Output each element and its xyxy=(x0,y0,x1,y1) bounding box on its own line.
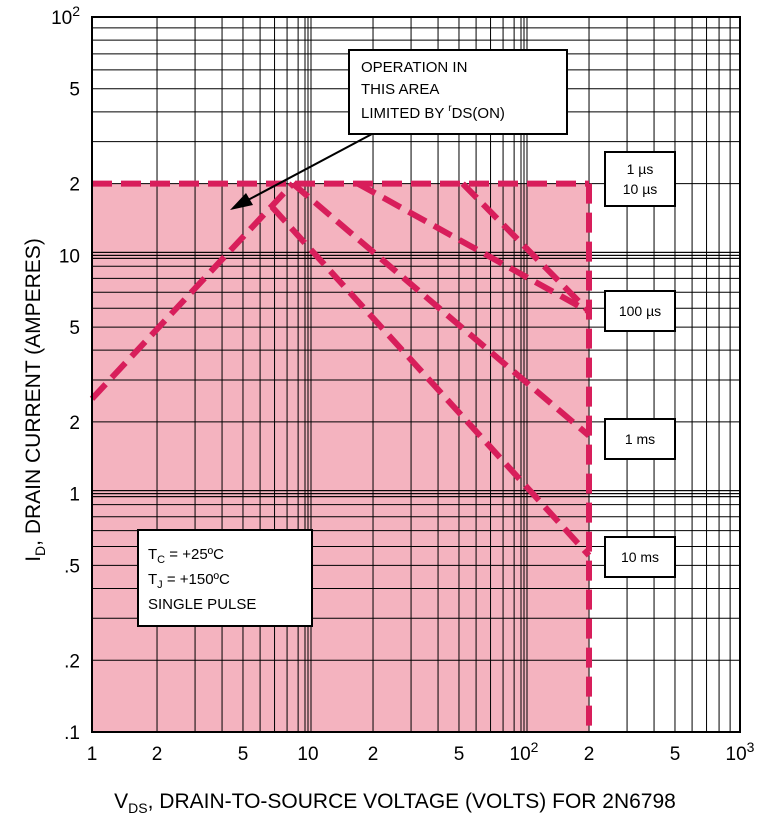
curve-label-1: 1 µs 10 µs xyxy=(604,151,676,207)
x-tick-label: 2 xyxy=(584,744,595,765)
series-layer xyxy=(89,180,592,732)
x-tick-label: 1 xyxy=(87,744,98,765)
y-tick-label: 2 xyxy=(69,175,80,196)
rds-on-note-line1: OPERATION IN xyxy=(361,59,467,76)
curve-label-layer: 1 µs 10 µs 100 µs 1 ms 10 ms xyxy=(604,151,676,578)
x-tick-label: 10 xyxy=(297,744,318,765)
x-tick-label: 5 xyxy=(670,744,681,765)
soa-boundary-line-6 xyxy=(356,180,591,315)
conditions-box: TC = +25ºC TJ = +150ºC SINGLE PULSE xyxy=(137,529,313,627)
y-tick-label: 10 xyxy=(59,246,80,267)
y-tick-label: .1 xyxy=(64,723,80,744)
curve-label-box xyxy=(604,151,676,207)
curve-label-4: 10 ms xyxy=(604,536,676,578)
curve-label-box xyxy=(604,536,676,578)
curve-label-text: 1 µs xyxy=(627,161,654,177)
soa-region xyxy=(92,183,590,733)
x-tick-label: 2 xyxy=(368,744,379,765)
rds-on-note-line2: THIS AREA xyxy=(361,81,439,98)
soa-boundary-line-7 xyxy=(460,181,592,314)
x-tick-label: 5 xyxy=(454,744,465,765)
rds-on-arrow xyxy=(230,133,373,210)
y-tick-label: .5 xyxy=(64,556,80,577)
y-tick-label: 102 xyxy=(51,3,80,29)
curve-label-text: 100 µs xyxy=(619,303,661,319)
x-tick-label: 2 xyxy=(152,744,163,765)
x-tick-label: 102 xyxy=(510,739,539,765)
x-tick-label: 103 xyxy=(726,739,755,765)
curve-label-text: 10 ms xyxy=(621,549,659,565)
plot-frame xyxy=(91,16,741,733)
curve-label-text: 1 ms xyxy=(625,431,655,447)
soa-boundary-line-5 xyxy=(290,181,591,438)
curve-label-box xyxy=(604,290,676,332)
soa-fill-layer xyxy=(92,183,590,733)
y-tick-label: .2 xyxy=(64,651,80,672)
curve-label-2: 100 µs xyxy=(604,290,676,332)
y-axis-title: ID, DRAIN CURRENT (AMPERES) xyxy=(22,238,48,562)
rds-on-note-line3: LIMITED BY rDS(ON) xyxy=(361,103,505,122)
condition-tj: TJ = +150ºC xyxy=(148,571,230,591)
y-tick-label: 5 xyxy=(69,80,80,101)
soa-boundary-line-3 xyxy=(89,181,295,401)
y-tick-label: 5 xyxy=(69,318,80,339)
curve-label-box xyxy=(604,418,676,460)
y-tick-label: 1 xyxy=(69,485,80,506)
rds-on-note: OPERATION IN THIS AREA LIMITED BY rDS(ON… xyxy=(348,49,568,135)
x-axis-title: VDS, DRAIN-TO-SOURCE VOLTAGE (VOLTS) FOR… xyxy=(114,790,676,816)
x-tick-label: 5 xyxy=(238,744,249,765)
condition-pulse: SINGLE PULSE xyxy=(148,596,256,613)
y-tick-label: 2 xyxy=(69,413,80,434)
conditions-box-frame xyxy=(137,529,313,627)
curve-label-3: 1 ms xyxy=(604,418,676,460)
curve-label-text: 10 µs xyxy=(623,181,658,197)
rds-on-note-box xyxy=(348,49,568,135)
condition-tc: TC = +25ºC xyxy=(148,546,224,566)
soa-boundary-line-4 xyxy=(269,204,592,558)
